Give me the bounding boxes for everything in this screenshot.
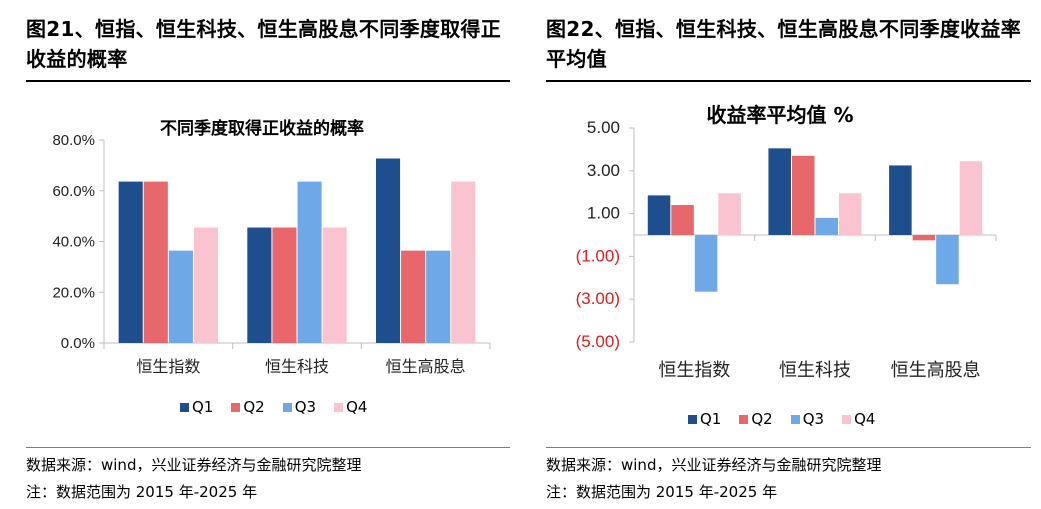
legend-swatch	[334, 402, 344, 412]
x-category-label: 恒生高股息	[386, 357, 466, 376]
bar-q3	[426, 250, 451, 343]
legend-swatch	[842, 414, 852, 424]
bar-q2	[143, 181, 168, 343]
source-rule	[26, 447, 510, 448]
legend-item-q3: Q3	[790, 410, 825, 428]
legend-swatch	[790, 414, 800, 424]
bar-chart-average-return: 收益率平均值 % 5.00 3.00 1.00 (1.00) (3.00) (5.00) 恒生…	[576, 103, 997, 381]
bar-q1	[118, 181, 143, 343]
bar-q4	[451, 181, 476, 343]
note-text: 注：数据范围为 2015 年-2025 年	[26, 483, 258, 501]
x-category-label: 恒生指数	[658, 360, 730, 381]
y-tick-label: 1.00	[587, 204, 620, 223]
chart-legend: Q1 Q2 Q3 Q4	[688, 410, 875, 428]
title-rule	[546, 80, 1031, 82]
bar-q3	[694, 235, 718, 292]
legend-label: Q2	[751, 410, 773, 428]
legend-label: Q2	[243, 398, 265, 416]
legend-swatch	[231, 402, 241, 412]
x-category-label: 恒生科技	[779, 360, 851, 381]
legend-item-q4: Q4	[334, 398, 367, 416]
bar-q2	[272, 227, 297, 343]
y-tick-label: 3.00	[587, 161, 620, 180]
y-tick-label: 5.00	[587, 118, 620, 137]
y-tick-label: 80.0%	[52, 132, 95, 149]
bar-chart-probability: 不同季度取得正收益的概率 0.0% 20.0% 40.0% 60.0% 80.0% 恒生指数…	[52, 118, 491, 376]
bar-q3	[168, 250, 193, 343]
y-tick-label: 60.0%	[52, 183, 95, 200]
legend-label: Q1	[192, 398, 214, 416]
legend-item-q2: Q2	[231, 398, 265, 416]
bar-q2	[791, 155, 815, 235]
bar-q2	[401, 250, 426, 343]
legend-swatch	[282, 402, 292, 412]
legend-swatch	[688, 414, 697, 424]
title-rule	[26, 80, 510, 82]
legend-item-q4: Q4	[842, 410, 875, 428]
source-text: 数据来源：wind，兴业证券经济与金融研究院整理	[546, 456, 882, 474]
y-tick-label: (5.00)	[576, 332, 620, 351]
source-text: 数据来源：wind，兴业证券经济与金融研究院整理	[26, 456, 362, 474]
legend-label: Q1	[700, 410, 722, 428]
legend-label: Q4	[854, 410, 876, 428]
bar-q4	[839, 193, 862, 235]
bar-q1	[768, 148, 791, 235]
y-tick-label: (1.00)	[576, 246, 620, 265]
figure-title: 图21、恒指、恒生科技、恒生高股息不同季度取得正收益的概率	[26, 17, 502, 71]
chart-panel-average-return: 图22、恒指、恒生科技、恒生高股息不同季度收益率平均值 收益率平均值 % 5.00…	[532, 0, 1041, 509]
chart-panel-probability: 图21、恒指、恒生科技、恒生高股息不同季度取得正收益的概率 不同季度取得正收益的…	[0, 0, 510, 509]
bar-q2	[671, 205, 694, 235]
chart-title: 收益率平均值 %	[706, 103, 853, 127]
legend-item-q2: Q2	[739, 410, 773, 428]
y-tick-label: (3.00)	[576, 289, 620, 308]
bar-q4	[959, 161, 983, 235]
chart-legend: Q1 Q2 Q3 Q4	[180, 398, 367, 416]
legend-swatch	[739, 414, 749, 424]
bar-q3	[936, 235, 959, 285]
legend-item-q1: Q1	[180, 398, 213, 416]
x-category-label: 恒生科技	[265, 357, 329, 376]
chart-title: 不同季度取得正收益的概率	[160, 118, 364, 139]
bar-q1	[647, 195, 671, 235]
bar-q4	[322, 227, 347, 343]
bar-q3	[297, 181, 322, 343]
legend-label: Q4	[346, 398, 368, 416]
bar-q1	[247, 227, 272, 343]
legend-swatch	[180, 402, 189, 412]
bar-q4	[718, 193, 741, 235]
y-tick-label: 0.0%	[61, 335, 95, 352]
bar-q2	[912, 235, 936, 241]
note-text: 注：数据范围为 2015 年-2025 年	[546, 483, 778, 501]
bar-q3	[815, 217, 839, 235]
legend-item-q3: Q3	[282, 398, 317, 416]
legend-item-q1: Q1	[688, 410, 721, 428]
bar-q1	[375, 158, 401, 343]
y-tick-label: 20.0%	[52, 284, 95, 301]
bar-q4	[193, 227, 219, 343]
figure-title: 图22、恒指、恒生科技、恒生高股息不同季度收益率平均值	[546, 17, 1022, 71]
x-category-label: 恒生高股息	[891, 360, 981, 381]
y-tick-label: 40.0%	[52, 234, 95, 251]
source-rule	[546, 447, 1031, 448]
x-category-label: 恒生指数	[136, 357, 200, 376]
legend-label: Q3	[802, 410, 825, 428]
bar-q1	[889, 165, 912, 235]
legend-label: Q3	[294, 398, 317, 416]
